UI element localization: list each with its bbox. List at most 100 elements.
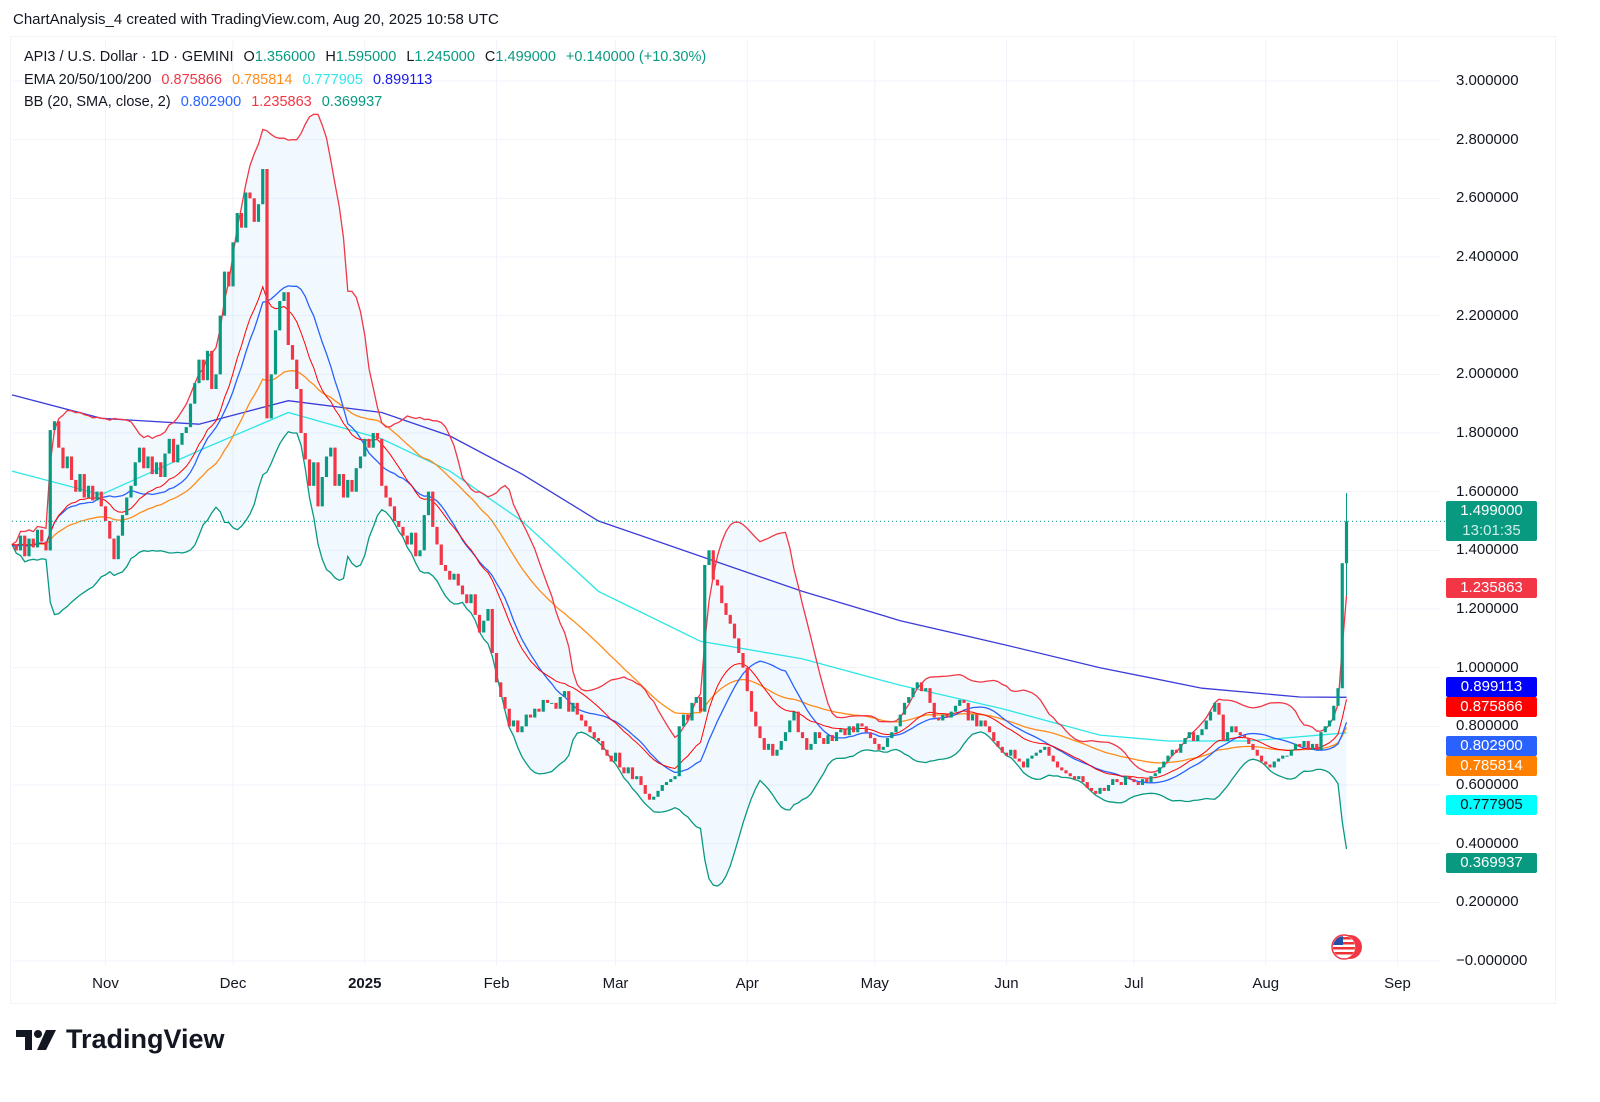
candle-body	[1043, 746, 1047, 750]
candle-body	[1017, 758, 1021, 762]
candle-body	[766, 743, 771, 750]
candle-body	[622, 767, 626, 774]
candle	[1034, 752, 1038, 756]
time-tick-label: Feb	[483, 975, 510, 992]
candle	[1153, 773, 1157, 777]
candle	[936, 717, 941, 721]
candle-body	[146, 456, 150, 469]
candle	[1136, 782, 1140, 786]
candle	[1319, 732, 1323, 750]
candle-body	[482, 620, 486, 633]
candle-body	[409, 532, 414, 545]
candle	[261, 169, 265, 205]
candle	[575, 702, 579, 715]
candle	[1200, 729, 1204, 736]
symbol-title[interactable]: API3 / U.S. Dollar · 1D · GEMINI	[24, 49, 234, 65]
us-flag-icon[interactable]	[1328, 933, 1364, 961]
candle	[554, 702, 558, 709]
candle-body	[1034, 752, 1038, 756]
candle	[201, 359, 205, 381]
candle	[439, 544, 443, 566]
candle-body	[1051, 755, 1055, 762]
candle-body	[235, 213, 239, 243]
candle	[983, 720, 987, 727]
candle-body	[873, 738, 877, 744]
candle	[992, 732, 996, 742]
candle	[23, 535, 27, 557]
ema-row[interactable]: EMA 20/50/100/200 0.875866 0.785814 0.77…	[24, 69, 712, 92]
open-label: O	[243, 49, 255, 65]
candle	[932, 702, 936, 718]
candle	[962, 699, 966, 703]
candle-body	[639, 776, 643, 786]
candle-body	[392, 506, 397, 522]
candle-body	[171, 438, 176, 463]
candle	[469, 594, 473, 604]
candle-body	[503, 697, 507, 709]
candle-body	[44, 541, 48, 551]
tradingview-logo[interactable]: TradingView	[16, 1024, 225, 1055]
candle	[1123, 776, 1128, 786]
candle-body	[686, 714, 690, 721]
candle	[244, 192, 248, 228]
candle-body	[728, 614, 732, 624]
candle-body	[159, 462, 163, 478]
candle	[1000, 746, 1004, 753]
bb-row[interactable]: BB (20, SMA, close, 2) 0.802900 1.235863…	[24, 91, 712, 114]
candle-body	[830, 735, 834, 742]
candle	[1272, 761, 1276, 768]
candle-body	[252, 198, 256, 222]
candle-body	[626, 767, 630, 774]
candle	[418, 550, 422, 557]
candle-body	[1221, 714, 1225, 742]
candle-body	[749, 691, 754, 712]
candle-body	[316, 462, 320, 507]
candle	[27, 538, 31, 557]
candle-body	[116, 535, 120, 560]
candle	[57, 421, 61, 448]
candle	[1157, 767, 1162, 774]
candle	[477, 614, 482, 633]
candle-body	[533, 708, 537, 718]
candle	[1064, 770, 1068, 774]
candle-body	[1162, 761, 1166, 768]
candle	[1119, 782, 1123, 786]
candle	[405, 535, 409, 545]
candle-body	[613, 752, 618, 762]
candle	[218, 315, 222, 375]
candle	[681, 714, 686, 727]
candle	[562, 691, 567, 698]
candle	[375, 433, 380, 439]
candle-body	[1140, 779, 1145, 786]
candle-body	[877, 743, 881, 750]
candle-body	[754, 711, 758, 727]
candle	[1174, 749, 1179, 753]
high-label: H	[325, 49, 336, 65]
price-tick-label: 2.800000	[1456, 130, 1519, 148]
candle	[1285, 755, 1289, 757]
candle-body	[975, 714, 979, 727]
candle-body	[588, 726, 592, 733]
candle-body	[698, 697, 703, 712]
candle	[1332, 705, 1336, 721]
close-value: 1.499000	[495, 49, 556, 65]
candle-body	[839, 729, 843, 733]
ema200-price-label: 0.899113	[1446, 677, 1537, 697]
candle	[231, 242, 235, 287]
candle	[1047, 746, 1051, 756]
candle	[1162, 761, 1166, 768]
candle	[664, 782, 669, 786]
ema200-value: 0.899113	[372, 71, 433, 88]
candle	[112, 538, 116, 560]
candle-body	[575, 702, 579, 715]
candle-body	[91, 485, 95, 501]
candle	[796, 711, 800, 733]
candle-body	[1336, 688, 1340, 706]
candle	[188, 403, 193, 428]
candle-body	[265, 169, 269, 419]
candle	[758, 726, 762, 739]
candle	[741, 653, 745, 668]
candle	[541, 699, 545, 712]
candle	[643, 785, 647, 794]
